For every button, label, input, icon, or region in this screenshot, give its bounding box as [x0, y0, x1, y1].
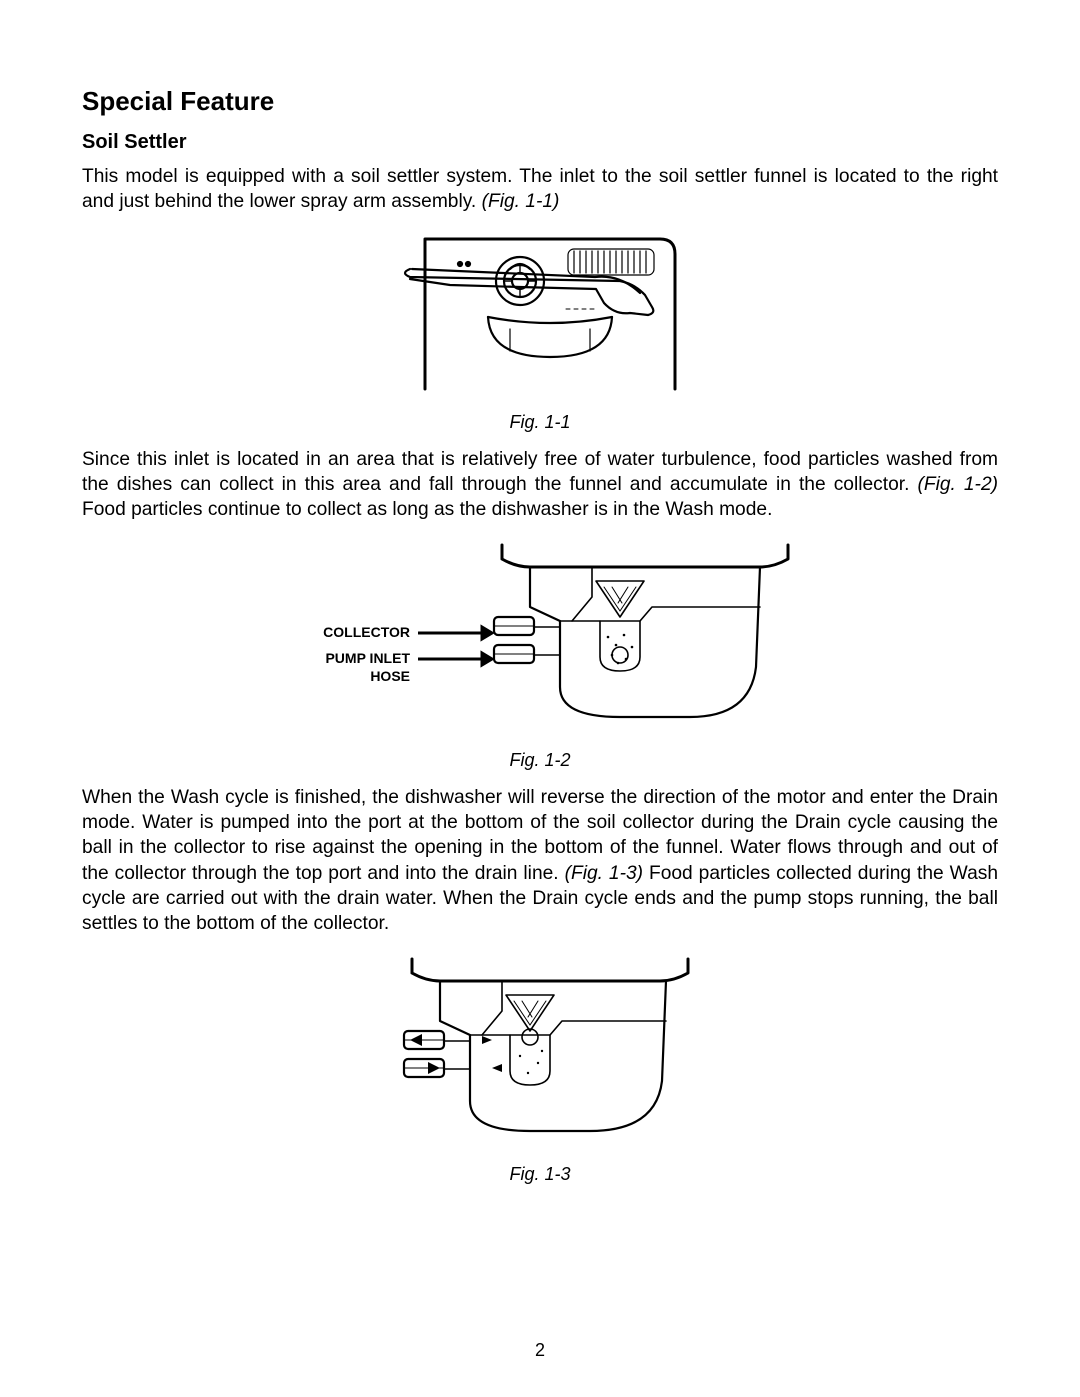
figure-1-1-caption: Fig. 1-1 — [82, 412, 998, 433]
figure-1-2-svg: COLLECTOR PUMP INLET HOSE — [260, 537, 820, 737]
para2-text-b: Food particles continue to collect as lo… — [82, 499, 772, 520]
fig2-pump-label: PUMP INLET — [325, 650, 410, 666]
paragraph-1: This model is equipped with a soil settl… — [82, 164, 998, 215]
paragraph-2: Since this inlet is located in an area t… — [82, 447, 998, 523]
section-subtitle: Soil Settler — [82, 131, 998, 154]
figure-1-3-caption: Fig. 1-3 — [82, 1164, 998, 1185]
figure-1-1-svg — [390, 229, 690, 399]
figure-1-3-svg — [380, 951, 700, 1151]
figure-1-3: Fig. 1-3 — [82, 951, 998, 1185]
figure-1-2: COLLECTOR PUMP INLET HOSE — [82, 537, 998, 771]
paragraph-3: When the Wash cycle is finished, the dis… — [82, 785, 998, 937]
page-title: Special Feature — [82, 86, 998, 117]
para1-figref: (Fig. 1-1) — [482, 191, 560, 212]
fig2-hose-label: HOSE — [370, 668, 410, 684]
para3-figref: (Fig. 1-3) — [565, 863, 643, 884]
para2-text-a: Since this inlet is located in an area t… — [82, 449, 998, 495]
fig2-collector-label: COLLECTOR — [323, 624, 410, 640]
figure-1-1: Fig. 1-1 — [82, 229, 998, 433]
page-number: 2 — [0, 1340, 1080, 1361]
figure-1-2-caption: Fig. 1-2 — [82, 750, 998, 771]
para2-figref: (Fig. 1-2) — [917, 474, 998, 495]
